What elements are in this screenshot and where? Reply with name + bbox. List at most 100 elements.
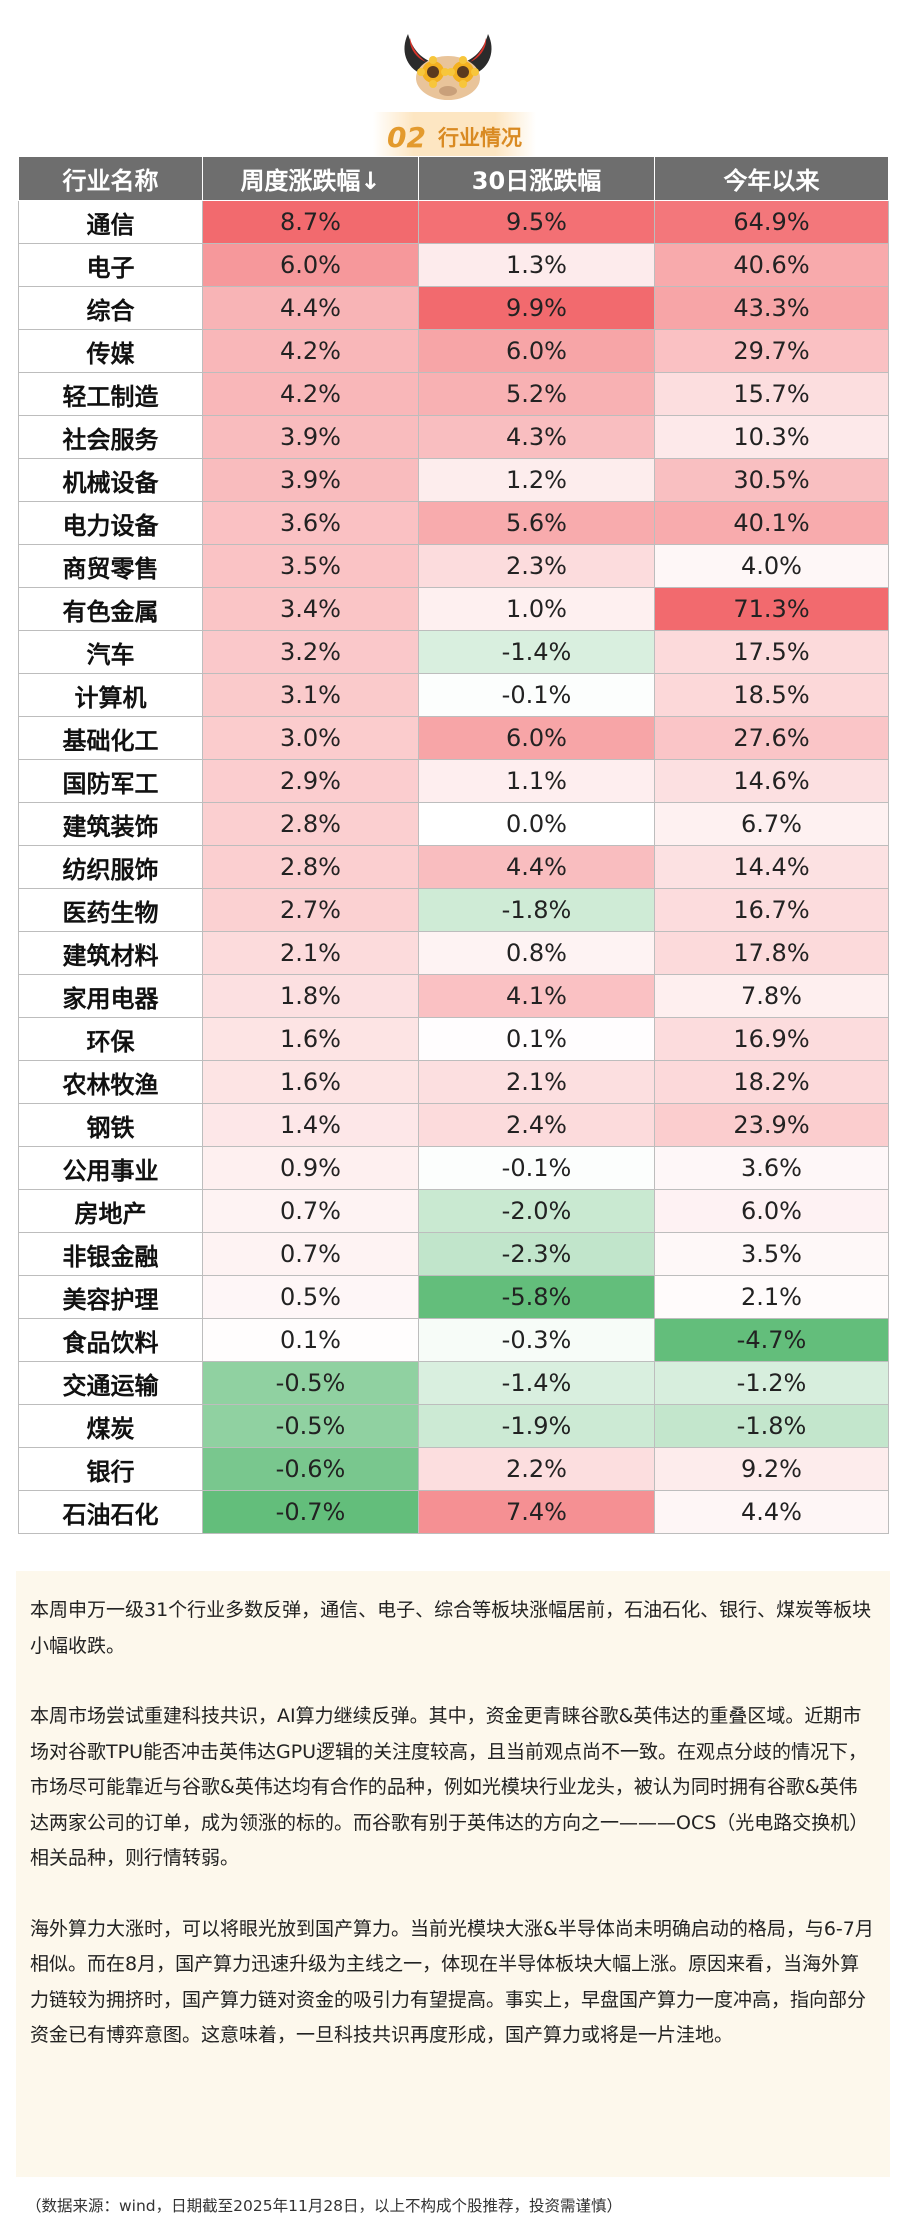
weekly-change-cell: 6.0%	[202, 243, 419, 287]
d30-change-cell: -1.4%	[418, 1361, 655, 1405]
d30-change-cell: 4.3%	[418, 415, 655, 459]
industry-name-cell: 公用事业	[18, 1146, 203, 1190]
weekly-change-cell: 3.2%	[202, 630, 419, 674]
ox-sunflower-icon	[404, 34, 492, 100]
industry-name-cell: 建筑材料	[18, 931, 203, 975]
table-row: 有色金属 3.4% 1.0% 71.3%	[18, 587, 889, 631]
weekly-change-cell: 2.9%	[202, 759, 419, 803]
weekly-change-cell: 0.5%	[202, 1275, 419, 1319]
ytd-change-cell: 14.4%	[654, 845, 889, 889]
section-number: 02	[387, 120, 426, 154]
industry-name-cell: 计算机	[18, 673, 203, 717]
table-row: 建筑材料 2.1% 0.8% 17.8%	[18, 931, 889, 975]
weekly-change-cell: 4.2%	[202, 329, 419, 373]
d30-change-cell: 5.2%	[418, 372, 655, 416]
ytd-change-cell: 18.2%	[654, 1060, 889, 1104]
industry-name-cell: 交通运输	[18, 1361, 203, 1405]
table-row: 汽车 3.2% -1.4% 17.5%	[18, 630, 889, 674]
weekly-change-cell: 2.7%	[202, 888, 419, 932]
industry-name-cell: 社会服务	[18, 415, 203, 459]
ytd-change-cell: -1.2%	[654, 1361, 889, 1405]
d30-change-cell: 2.4%	[418, 1103, 655, 1147]
weekly-change-cell: 3.0%	[202, 716, 419, 760]
table-row: 电子 6.0% 1.3% 40.6%	[18, 243, 889, 287]
weekly-change-cell: 1.8%	[202, 974, 419, 1018]
section-heading: 行业情况	[437, 126, 522, 150]
d30-change-cell: 2.2%	[418, 1447, 655, 1491]
ytd-change-cell: 40.6%	[654, 243, 889, 287]
ytd-change-cell: 30.5%	[654, 458, 889, 502]
industry-table-wrapper: 行业名称 周度涨跌幅↓ 30日涨跌幅 今年以来 通信 8.7% 9.5% 64.9% 电…	[18, 156, 889, 1534]
weekly-change-cell: 2.1%	[202, 931, 419, 975]
table-row: 非银金融 0.7% -2.3% 3.5%	[18, 1232, 889, 1276]
weekly-change-cell: 2.8%	[202, 802, 419, 846]
d30-change-cell: 0.0%	[418, 802, 655, 846]
weekly-change-cell: 3.9%	[202, 415, 419, 459]
ytd-change-cell: 3.6%	[654, 1146, 889, 1190]
table-row: 基础化工 3.0% 6.0% 27.6%	[18, 716, 889, 760]
ytd-change-cell: 14.6%	[654, 759, 889, 803]
industry-name-cell: 商贸零售	[18, 544, 203, 588]
industry-name-cell: 医药生物	[18, 888, 203, 932]
industry-name-cell: 电力设备	[18, 501, 203, 545]
d30-change-cell: 0.8%	[418, 931, 655, 975]
industry-name-cell: 煤炭	[18, 1404, 203, 1448]
table-row: 社会服务 3.9% 4.3% 10.3%	[18, 415, 889, 459]
d30-change-cell: -1.9%	[418, 1404, 655, 1448]
weekly-change-cell: 4.4%	[202, 286, 419, 330]
industry-name-cell: 银行	[18, 1447, 203, 1491]
header-30day-change[interactable]: 30日涨跌幅	[418, 156, 655, 201]
table-row: 轻工制造 4.2% 5.2% 15.7%	[18, 372, 889, 416]
ytd-change-cell: 17.5%	[654, 630, 889, 674]
ytd-change-cell: -4.7%	[654, 1318, 889, 1362]
d30-change-cell: 2.3%	[418, 544, 655, 588]
industry-name-cell: 食品饮料	[18, 1318, 203, 1362]
table-row: 商贸零售 3.5% 2.3% 4.0%	[18, 544, 889, 588]
header-ytd-change[interactable]: 今年以来	[654, 156, 889, 201]
table-row: 交通运输 -0.5% -1.4% -1.2%	[18, 1361, 889, 1405]
commentary-box: 本周申万一级31个行业多数反弹，通信、电子、综合等板块涨幅居前，石油石化、银行、…	[16, 1571, 890, 2177]
ytd-change-cell: 16.9%	[654, 1017, 889, 1061]
d30-change-cell: -0.1%	[418, 1146, 655, 1190]
header-weekly-change[interactable]: 周度涨跌幅↓	[202, 156, 419, 201]
header-industry-name[interactable]: 行业名称	[18, 156, 203, 201]
commentary-paragraph: 本周市场尝试重建科技共识，AI算力继续反弹。其中，资金更青睐谷歌&英伟达的重叠区…	[30, 1705, 869, 1869]
ytd-change-cell: 64.9%	[654, 200, 889, 244]
industry-name-cell: 汽车	[18, 630, 203, 674]
weekly-change-cell: -0.5%	[202, 1361, 419, 1405]
d30-change-cell: 0.1%	[418, 1017, 655, 1061]
ytd-change-cell: 29.7%	[654, 329, 889, 373]
industry-name-cell: 钢铁	[18, 1103, 203, 1147]
d30-change-cell: 1.2%	[418, 458, 655, 502]
ytd-change-cell: 7.8%	[654, 974, 889, 1018]
table-row: 农林牧渔 1.6% 2.1% 18.2%	[18, 1060, 889, 1104]
section-title: 02 行业情况	[373, 112, 536, 162]
d30-change-cell: -5.8%	[418, 1275, 655, 1319]
weekly-change-cell: 0.7%	[202, 1232, 419, 1276]
d30-change-cell: 6.0%	[418, 716, 655, 760]
ytd-change-cell: 27.6%	[654, 716, 889, 760]
ytd-change-cell: 4.0%	[654, 544, 889, 588]
table-row: 石油石化 -0.7% 7.4% 4.4%	[18, 1490, 889, 1534]
industry-name-cell: 轻工制造	[18, 372, 203, 416]
industry-name-cell: 非银金融	[18, 1232, 203, 1276]
ytd-change-cell: 10.3%	[654, 415, 889, 459]
weekly-change-cell: 8.7%	[202, 200, 419, 244]
table-row: 食品饮料 0.1% -0.3% -4.7%	[18, 1318, 889, 1362]
d30-change-cell: 2.1%	[418, 1060, 655, 1104]
weekly-change-cell: 1.6%	[202, 1060, 419, 1104]
weekly-change-cell: 0.7%	[202, 1189, 419, 1233]
industry-table: 行业名称 周度涨跌幅↓ 30日涨跌幅 今年以来 通信 8.7% 9.5% 64.9% 电…	[18, 156, 889, 1534]
industry-name-cell: 电子	[18, 243, 203, 287]
industry-name-cell: 美容护理	[18, 1275, 203, 1319]
ytd-change-cell: 4.4%	[654, 1490, 889, 1534]
industry-name-cell: 传媒	[18, 329, 203, 373]
d30-change-cell: -2.3%	[418, 1232, 655, 1276]
section-header: 02 行业情况	[0, 28, 906, 162]
industry-name-cell: 通信	[18, 200, 203, 244]
table-row: 公用事业 0.9% -0.1% 3.6%	[18, 1146, 889, 1190]
industry-name-cell: 国防军工	[18, 759, 203, 803]
industry-name-cell: 有色金属	[18, 587, 203, 631]
table-row: 机械设备 3.9% 1.2% 30.5%	[18, 458, 889, 502]
